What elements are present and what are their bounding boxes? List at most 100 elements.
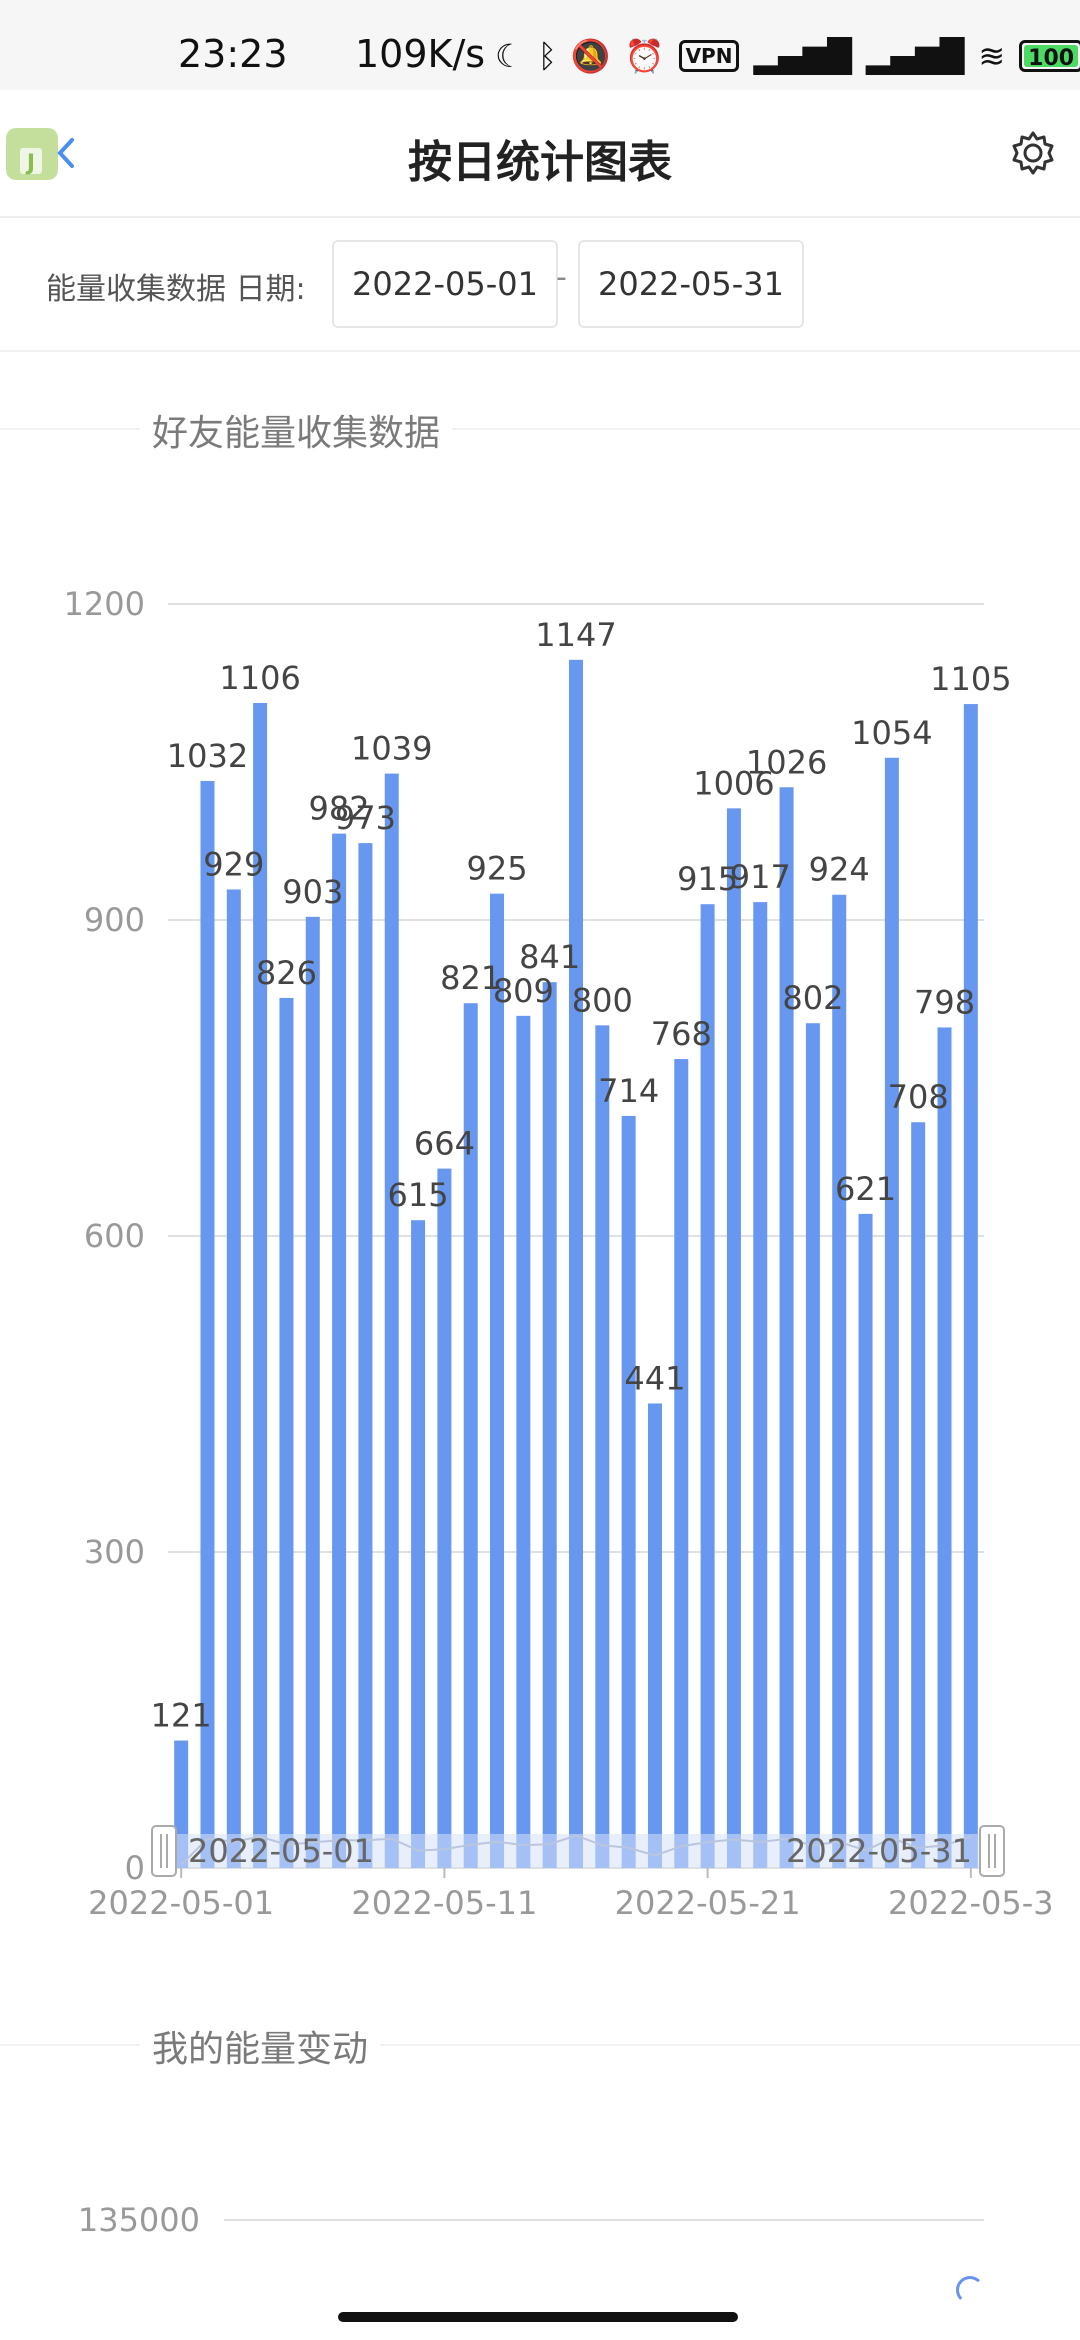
date-filter-row: 能量收集数据 日期: 2022-05-01 - 2022-05-31 (0, 218, 1080, 352)
data-label: 821 (440, 959, 501, 997)
bar[interactable] (805, 1023, 820, 1868)
bar[interactable] (595, 1025, 610, 1868)
bar[interactable] (963, 704, 978, 1868)
section-title-mine: 我的能量变动 (140, 2020, 381, 2072)
app-header: J 按日统计图表 (0, 90, 1080, 218)
network-speed: 109K/s (355, 32, 486, 76)
page-title: 按日统计图表 (408, 137, 672, 188)
bar[interactable] (647, 1403, 662, 1868)
signal-hd-icon: ▂▄▆█ (865, 37, 965, 75)
bar[interactable] (332, 833, 347, 1868)
data-label: 714 (598, 1072, 659, 1110)
data-label: 841 (519, 938, 580, 976)
vpn-icon: VPN (678, 40, 740, 72)
zoom-end-label: 2022-05-31 (786, 1832, 972, 1870)
mute-icon: 🔕 (570, 37, 611, 75)
data-label: 800 (572, 981, 633, 1019)
bar[interactable] (884, 757, 899, 1868)
data-label: 1039 (351, 730, 432, 768)
end-date-input[interactable]: 2022-05-31 (578, 240, 804, 328)
gear-icon (1012, 131, 1054, 175)
data-label: 982 (309, 790, 370, 828)
bar[interactable] (542, 982, 557, 1868)
bar[interactable] (253, 703, 268, 1868)
data-label: 1147 (535, 616, 616, 654)
data-label: 903 (282, 873, 343, 911)
data-label: 121 (151, 1697, 212, 1735)
bar[interactable] (858, 1213, 873, 1868)
bar[interactable] (911, 1122, 926, 1868)
section-title-friends: 好友能量收集数据 (140, 404, 453, 456)
data-label: 621 (835, 1170, 896, 1208)
friends-energy-bar-chart: 0 300 600 900 1200 121 1032 929 1106 826 903 98297… (64, 585, 1054, 1922)
battery-level: 100 (1028, 46, 1075, 71)
y-tick-label: 135000 (78, 2201, 200, 2239)
home-indicator[interactable] (338, 2312, 738, 2322)
data-label: 664 (414, 1125, 475, 1163)
x-tick-label: 2022-05-3 (888, 1884, 1054, 1922)
bar[interactable] (358, 843, 373, 1868)
moon-icon: ☾ (495, 37, 524, 75)
data-label: 917 (730, 858, 791, 896)
y-tick-label: 0 (125, 1849, 145, 1887)
data-label: 924 (809, 851, 870, 889)
data-label: 708 (888, 1078, 949, 1116)
data-label: 1054 (851, 714, 932, 752)
x-tick-label: 2022-05-11 (351, 1884, 537, 1922)
data-label: 1026 (746, 743, 827, 781)
settings-button[interactable] (1008, 128, 1058, 178)
zoom-start-handle[interactable] (151, 1825, 177, 1877)
bar[interactable] (569, 659, 583, 1868)
y-tick-label: 900 (84, 901, 145, 939)
bar[interactable] (674, 1059, 689, 1868)
bar[interactable] (279, 997, 294, 1868)
bar[interactable] (832, 894, 847, 1868)
bar[interactable] (411, 1220, 426, 1868)
y-tick-label: 300 (84, 1533, 145, 1571)
bar[interactable] (463, 1003, 478, 1868)
y-tick-label: 1200 (64, 585, 145, 623)
start-date-input[interactable]: 2022-05-01 (332, 240, 558, 328)
data-label: 802 (782, 979, 843, 1017)
bar[interactable] (200, 780, 215, 1868)
zoom-end-handle[interactable] (979, 1825, 1005, 1877)
data-label: 973 (335, 799, 396, 837)
data-label: 1006 (693, 764, 774, 802)
data-label: 768 (651, 1015, 712, 1053)
bar[interactable] (437, 1168, 452, 1868)
data-label: 826 (256, 954, 317, 992)
android-app-icon: J (6, 128, 74, 180)
bar[interactable] (305, 916, 320, 1868)
bar[interactable] (726, 808, 741, 1868)
x-tick-label: 2022-05-01 (88, 1884, 274, 1922)
x-tick-label: 2022-05-21 (615, 1884, 801, 1922)
y-tick-label: 600 (84, 1217, 145, 1255)
signal-hd-icon: ▂▄▆█ (753, 37, 852, 75)
bar[interactable] (226, 889, 241, 1868)
section-divider (0, 428, 1080, 430)
bar[interactable] (621, 1115, 636, 1868)
data-label: 441 (624, 1359, 685, 1397)
bar[interactable] (516, 1015, 531, 1868)
data-label: 809 (493, 972, 554, 1010)
status-time: 23:23 (178, 32, 288, 76)
bar[interactable] (700, 904, 715, 1868)
data-zoom-preview-line (180, 1834, 972, 1866)
status-icons: ☾ ᛒ 🔕 ⏰ VPN ▂▄▆█ ▂▄▆█ ≋ 100 ϟ (495, 36, 1080, 76)
bar[interactable] (753, 902, 768, 1868)
bluetooth-icon: ᛒ (537, 37, 557, 75)
data-label: 929 (203, 845, 264, 883)
zoom-start-label: 2022-05-01 (188, 1832, 374, 1870)
filter-label: 能量收集数据 日期: (46, 272, 306, 307)
bar[interactable] (779, 787, 794, 1868)
data-label: 1032 (167, 737, 248, 775)
status-bar: 23:23 109K/s ☾ ᛒ 🔕 ⏰ VPN ▂▄▆█ ▂▄▆█ ≋ 100… (0, 0, 1080, 90)
data-zoom-track[interactable] (158, 1834, 996, 1868)
back-button[interactable]: J (0, 108, 90, 198)
bar[interactable] (384, 773, 399, 1868)
bar[interactable] (937, 1027, 952, 1868)
bar[interactable] (490, 893, 505, 1868)
section-divider (0, 2044, 1080, 2046)
wifi-icon: ≋ (978, 37, 1006, 75)
loading-spinner-icon (956, 2276, 984, 2304)
